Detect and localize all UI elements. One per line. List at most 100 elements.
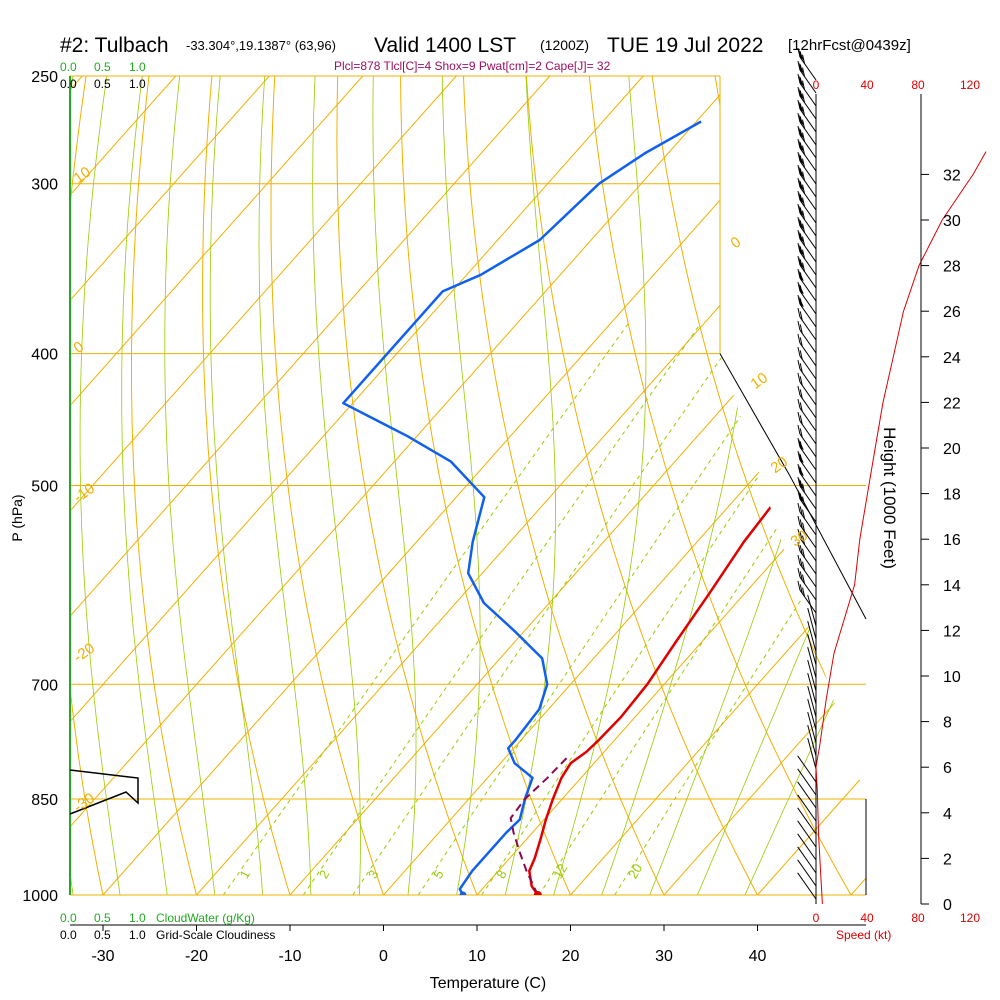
wind-barb-flag <box>802 548 806 558</box>
pressure-tick-1000: 1000 <box>22 888 58 905</box>
wind-barb-staff <box>799 69 817 94</box>
speed-tick-top-120: 120 <box>960 78 980 92</box>
wind-barb-staff <box>807 620 817 653</box>
wind-barb-staff <box>799 82 817 107</box>
wind-barb-flag <box>797 554 801 565</box>
wind-barb-flag <box>797 359 801 370</box>
cloud-scale-top-black-0: 0.0 <box>60 77 77 91</box>
isotherm-line <box>850 76 866 895</box>
wind-barb-flag <box>802 210 806 220</box>
pressure-tick-300: 300 <box>31 177 58 194</box>
dry-adiabat <box>0 52 28 924</box>
wind-barb-pennant <box>798 218 804 230</box>
wind-barb <box>807 724 817 757</box>
wind-barb-pennant <box>798 270 804 282</box>
wind-barb <box>807 620 817 653</box>
wind-barb <box>797 294 817 328</box>
height-tick-0: 0 <box>943 897 952 914</box>
wind-barb-flag <box>797 320 801 331</box>
wind-barb-pennant <box>798 205 804 217</box>
wind-barb-flag <box>799 506 803 516</box>
wind-barb-pennant <box>798 465 804 477</box>
wind-barb <box>797 177 817 211</box>
wind-barb <box>797 781 817 809</box>
wind-barb-flag <box>802 483 806 493</box>
wind-barb <box>797 807 817 835</box>
wind-barb-staff <box>799 134 817 159</box>
wind-barb-flag <box>802 249 806 259</box>
valid-time: Valid 1400 LST <box>374 34 516 57</box>
wind-barb-pennant <box>798 283 804 295</box>
wind-barb <box>797 859 817 887</box>
wind-barb <box>797 541 817 575</box>
speed-axis-label: Speed (kt) <box>836 928 891 942</box>
wind-barb <box>797 755 817 783</box>
wind-barb-flag <box>797 502 801 513</box>
pressure-tick-400: 400 <box>31 347 58 364</box>
wind-barb-pennant <box>798 166 804 178</box>
wind-barb <box>797 99 817 133</box>
height-tick-20: 20 <box>943 441 961 458</box>
wind-barb-staff <box>799 459 817 484</box>
wind-barb-staff <box>799 550 817 575</box>
y-axis-label: P (hPa) <box>9 494 25 541</box>
wind-barb <box>797 346 817 380</box>
wind-barb-flag <box>799 532 803 542</box>
cloudiness-label: Grid-Scale Cloudiness <box>156 928 275 942</box>
wind-barb-pennant <box>798 75 804 87</box>
x-tick-10: 10 <box>468 948 486 965</box>
wind-barb <box>797 554 817 588</box>
wind-barb-flag <box>802 184 806 194</box>
wind-barb-staff <box>799 537 817 562</box>
pressure-tick-700: 700 <box>31 677 58 694</box>
wind-barb <box>797 411 817 445</box>
height-tick-12: 12 <box>943 623 961 640</box>
wind-barb <box>797 515 817 549</box>
x-tick--30: -30 <box>91 948 114 965</box>
wind-barb-staff <box>799 95 817 120</box>
cloud-scale-bottom-green-2: 1.0 <box>129 911 146 925</box>
wind-barb <box>797 320 817 354</box>
speed-tick-top-0: 0 <box>813 78 820 92</box>
cloudiness-line <box>69 769 139 815</box>
wind-barb <box>807 672 817 705</box>
wind-barb-flag <box>797 190 801 201</box>
wind-barb-flag <box>799 558 803 568</box>
cloud-scale-top: 0.0 0.5 1.0 0.0 0.5 1.0 <box>60 60 146 91</box>
wind-barb-flag <box>797 281 801 292</box>
wind-barb <box>797 450 817 484</box>
wind-barb-staff <box>799 563 817 588</box>
cloud-scale-bottom-green-0: 0.0 <box>60 911 77 925</box>
wind-barb-staff <box>797 846 817 874</box>
wind-barb-staff <box>799 147 817 172</box>
wind-barb <box>797 242 817 276</box>
wind-barb <box>807 685 817 718</box>
wind-barb <box>807 698 817 731</box>
wind-barb <box>797 424 817 458</box>
wind-barb-flag <box>799 363 803 373</box>
wind-barb <box>797 268 817 302</box>
moist-adiabat <box>591 76 757 895</box>
wind-barb-staff <box>807 698 817 731</box>
cloud-scale-top-green-1: 0.5 <box>94 60 111 74</box>
wind-barb <box>797 281 817 315</box>
wind-barb <box>797 112 817 146</box>
wind-barb <box>807 594 817 627</box>
mixing-ratio-label: 3 <box>365 867 382 881</box>
wind-barb-flag <box>797 541 801 552</box>
cloud-scale-bottom-black-1: 0.5 <box>94 928 111 942</box>
background-lines <box>0 52 866 924</box>
wind-barb-staff <box>807 711 817 744</box>
wind-barb-staff <box>807 646 817 679</box>
wind-barb <box>797 833 817 861</box>
wind-barb-flag <box>797 411 801 422</box>
wind-barb <box>797 229 817 263</box>
wind-barb-staff <box>799 160 817 185</box>
cloud-scale-bottom-green-1: 0.5 <box>94 911 111 925</box>
dry-adiabat <box>586 76 866 895</box>
wind-barb <box>797 359 817 393</box>
wind-barb-flag <box>802 93 806 103</box>
wind-barb-staff <box>807 633 817 666</box>
wind-barb-flag <box>797 307 801 318</box>
moist-adiabat <box>684 76 866 895</box>
